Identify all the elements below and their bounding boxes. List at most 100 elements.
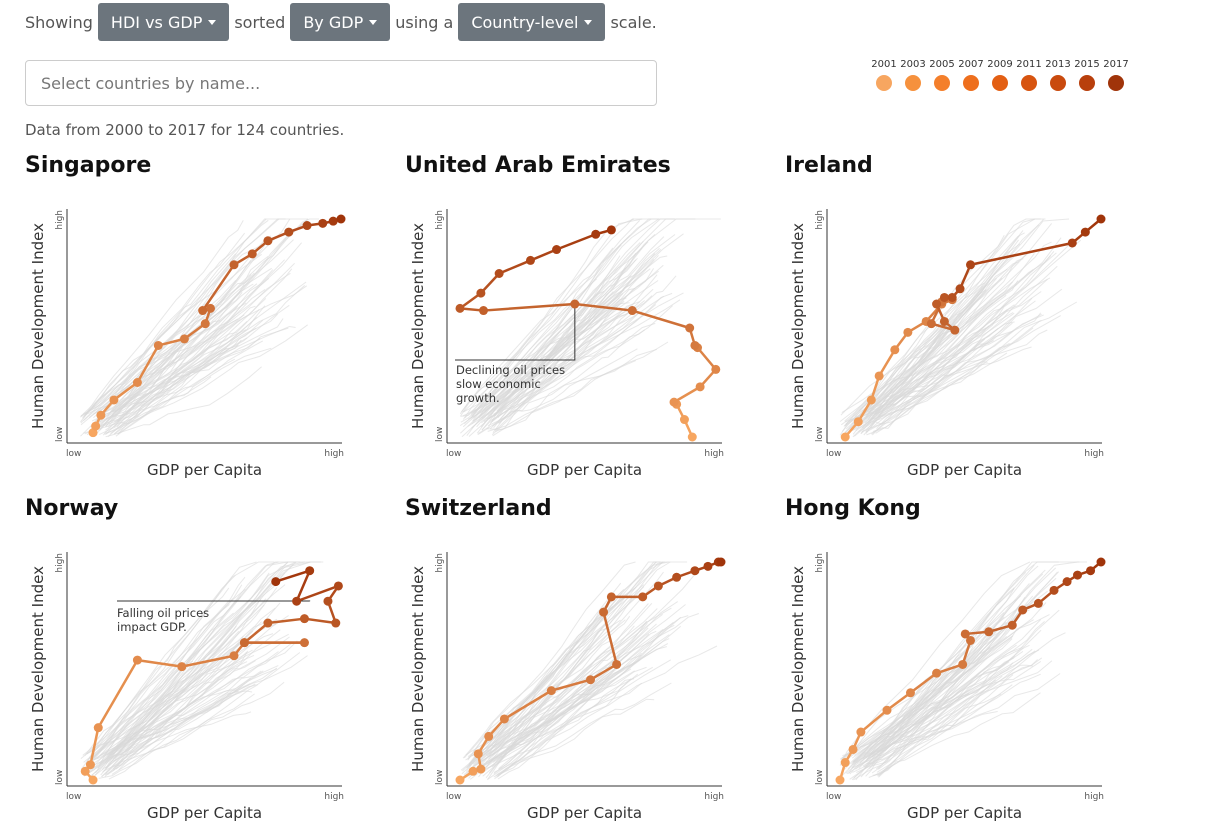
- scale-dropdown[interactable]: Country-level: [458, 3, 606, 41]
- x-tick-high: high: [1084, 792, 1104, 802]
- legend-dot: [1079, 75, 1095, 91]
- country-panel: United Arab Emirates low high low high GDP pe…: [405, 153, 745, 483]
- background-line: [870, 314, 1044, 422]
- trajectory-points: [840, 214, 1106, 442]
- background-line: [865, 320, 1042, 433]
- trajectory-segment: [180, 654, 236, 668]
- data-point: [499, 714, 509, 724]
- background-line: [494, 247, 643, 417]
- country-title: United Arab Emirates: [405, 153, 671, 178]
- background-line: [460, 218, 660, 417]
- country-chart: low high low high GDP per Capita Human Develo…: [29, 209, 346, 479]
- trajectory-segment: [482, 302, 577, 312]
- background-line: [840, 614, 1050, 761]
- data-point: [93, 723, 103, 733]
- y-tick-low: low: [435, 427, 445, 442]
- y-axis-title: Human Development Index: [409, 223, 427, 429]
- background-line: [117, 268, 293, 435]
- data-info-text: Data from 2000 to 2017 for 124 countries…: [25, 121, 345, 139]
- background-line: [112, 615, 289, 770]
- background-line: [94, 625, 237, 776]
- data-point: [882, 705, 892, 715]
- data-point: [840, 758, 850, 768]
- background-line: [104, 711, 252, 769]
- x-tick-low: low: [446, 449, 461, 459]
- trajectory-points: [80, 566, 343, 785]
- data-point: [669, 397, 679, 407]
- country-title: Norway: [25, 496, 119, 521]
- legend-year-label: 2005: [929, 59, 955, 70]
- legend-dot: [905, 75, 921, 91]
- data-point: [546, 686, 556, 696]
- country-search-input[interactable]: [25, 60, 657, 106]
- background-line: [863, 649, 1040, 757]
- background-line: [83, 220, 244, 417]
- background-line: [108, 561, 301, 755]
- scale-dropdown-label: Country-level: [471, 12, 579, 32]
- y-tick-low: low: [55, 427, 65, 442]
- x-tick-low: low: [66, 449, 81, 459]
- data-point: [476, 764, 486, 774]
- background-line: [487, 561, 688, 780]
- data-point: [835, 775, 845, 785]
- data-point: [1080, 227, 1090, 237]
- annotation-text: Declining oil prices: [456, 363, 565, 377]
- background-line: [84, 219, 269, 415]
- background-line: [460, 244, 622, 434]
- country-chart: low high low high GDP per Capita Human Develo…: [409, 209, 724, 479]
- legend-dot: [1021, 75, 1037, 91]
- background-line: [105, 218, 280, 428]
- background-line: [486, 329, 645, 420]
- background-line: [85, 561, 257, 764]
- background-line: [874, 224, 1040, 415]
- country-chart: low high low high GDP per Capita Human Develo…: [789, 552, 1106, 822]
- background-line: [493, 301, 641, 415]
- background-line: [80, 311, 216, 437]
- metric-dropdown[interactable]: HDI vs GDP: [97, 3, 230, 41]
- y-tick-low: low: [435, 770, 445, 785]
- trajectory-segment: [503, 689, 553, 721]
- country-title: Ireland: [785, 153, 873, 178]
- data-point: [271, 577, 281, 587]
- x-tick-low: low: [446, 792, 461, 802]
- sort-dropdown[interactable]: By GDP: [290, 3, 391, 41]
- background-line: [488, 586, 645, 760]
- data-point: [903, 327, 913, 337]
- background-line: [462, 312, 640, 428]
- y-axis-title: Human Development Index: [789, 566, 807, 772]
- trajectory-segment: [89, 726, 100, 766]
- data-point: [848, 744, 858, 754]
- annotation-leader: [455, 304, 576, 361]
- x-axis-title: GDP per Capita: [147, 804, 262, 822]
- data-point: [200, 319, 210, 329]
- data-point: [926, 319, 936, 329]
- data-point: [690, 566, 700, 576]
- legend-dot: [876, 75, 892, 91]
- data-point: [905, 688, 915, 698]
- data-point: [299, 638, 309, 648]
- trajectory-points: [455, 225, 721, 442]
- data-point: [690, 340, 700, 350]
- background-line: [850, 638, 1013, 756]
- x-tick-low: low: [66, 792, 81, 802]
- background-line: [83, 218, 267, 421]
- background-line: [110, 649, 253, 760]
- background-line: [84, 337, 261, 435]
- y-tick-low: low: [55, 770, 65, 785]
- x-tick-high: high: [704, 449, 724, 459]
- scale-suffix: scale.: [610, 12, 657, 32]
- background-trajectories: [459, 218, 721, 438]
- data-point: [96, 410, 106, 420]
- background-line: [478, 252, 637, 435]
- background-line: [481, 634, 670, 774]
- legend-dot: [963, 75, 979, 91]
- data-point: [1007, 620, 1017, 630]
- data-point: [153, 340, 163, 350]
- background-line: [116, 218, 319, 422]
- background-line: [488, 602, 653, 774]
- background-line: [858, 561, 1080, 769]
- background-line: [105, 260, 252, 435]
- background-line: [101, 561, 288, 770]
- country-chart: low high low high GDP per Capita Human Develo…: [789, 209, 1106, 479]
- background-line: [106, 602, 281, 756]
